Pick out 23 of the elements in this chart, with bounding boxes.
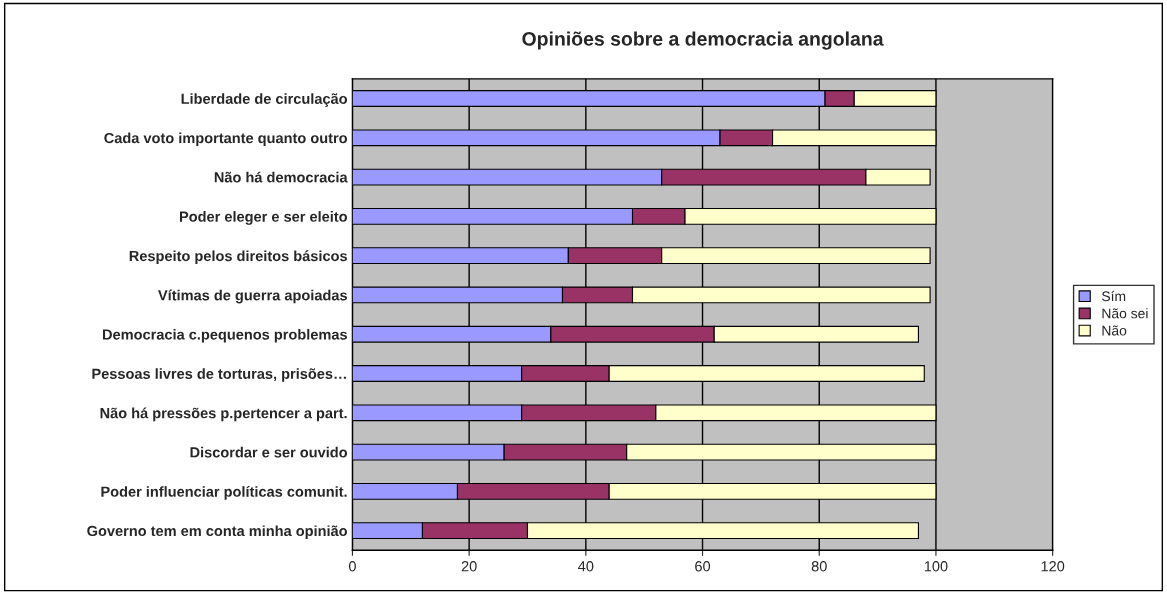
y-tick-label: Poder eleger e ser eleito — [179, 211, 348, 225]
y-tick-label: Não há pressões p.pertencer a part. — [100, 407, 347, 422]
y-tick-label: Governo tem em conta minha opinião — [87, 525, 348, 539]
y-tick-label: Respeito pelos direitos básicos — [129, 250, 347, 265]
legend-label: Não — [1102, 325, 1127, 336]
y-tick-label: Não há democracia — [214, 171, 348, 183]
x-tick-label: 20 — [461, 561, 477, 572]
y-tick-label: Democracia c.pequenos problemas — [102, 328, 347, 343]
y-tick-label: Discordar e ser ouvido — [190, 446, 348, 458]
x-tick-label: 120 — [1041, 561, 1065, 572]
chart-title: Opiniões sobre a democracia angolana — [522, 31, 884, 50]
y-tick-label: Vítimas de guerra apoiadas — [158, 289, 347, 304]
y-tick-label: Poder influenciar políticas comunit. — [101, 486, 347, 500]
x-tick-label: 40 — [578, 561, 594, 572]
y-tick-label: Cada voto importante quanto outro — [104, 132, 348, 147]
x-tick-label: 100 — [924, 561, 948, 572]
y-tick-label: Liberdade de circulação — [181, 93, 348, 107]
y-tick-label: Pessoas livres de torturas, prisões… — [92, 368, 346, 382]
legend-label: Não sei — [1102, 308, 1148, 319]
x-tick-label: 60 — [695, 561, 711, 572]
legend-label: Sím — [1101, 290, 1126, 302]
x-tick-label: 0 — [348, 561, 356, 572]
x-tick-label: 80 — [811, 561, 827, 572]
